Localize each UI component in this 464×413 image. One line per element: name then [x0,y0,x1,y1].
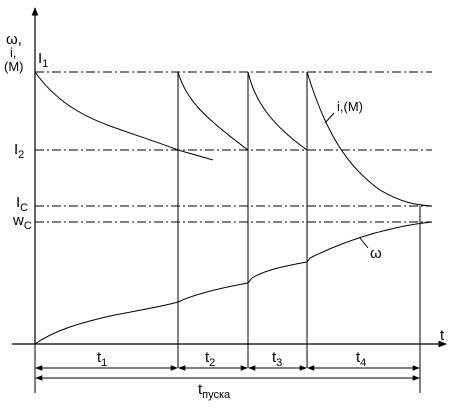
interval-t4-label: t4 [356,349,366,369]
level-wc-label: wC [12,212,32,232]
current-curve-stage-1-extension [177,149,214,161]
current-curve-stage-4 [306,71,433,207]
y-axis-label-current: i, [10,45,17,60]
y-axis-label-omega: ω, [6,31,22,48]
interval-t3-label: t3 [272,349,282,369]
current-curve-stage-1 [34,71,179,151]
total-time-label: tпуска [198,381,231,401]
interval-t1-label: t1 [97,349,107,369]
interval-t2-label: t2 [205,349,215,369]
speed-curve-label-leader [359,237,369,249]
y-axis-label-moment: (M) [4,59,24,74]
x-axis-label: t [440,327,445,344]
speed-curve-label: ω [370,245,382,262]
current-curve-stage-3 [247,71,308,151]
speed-curve [34,221,433,345]
level-i2-label: I2 [14,141,24,161]
level-ic-label: IC [16,194,28,214]
current-curve-label-leader [324,112,335,124]
current-curve-label: i,(M) [337,99,363,114]
level-i1-label: I1 [38,50,48,70]
current-curve-stage-2 [177,71,249,151]
